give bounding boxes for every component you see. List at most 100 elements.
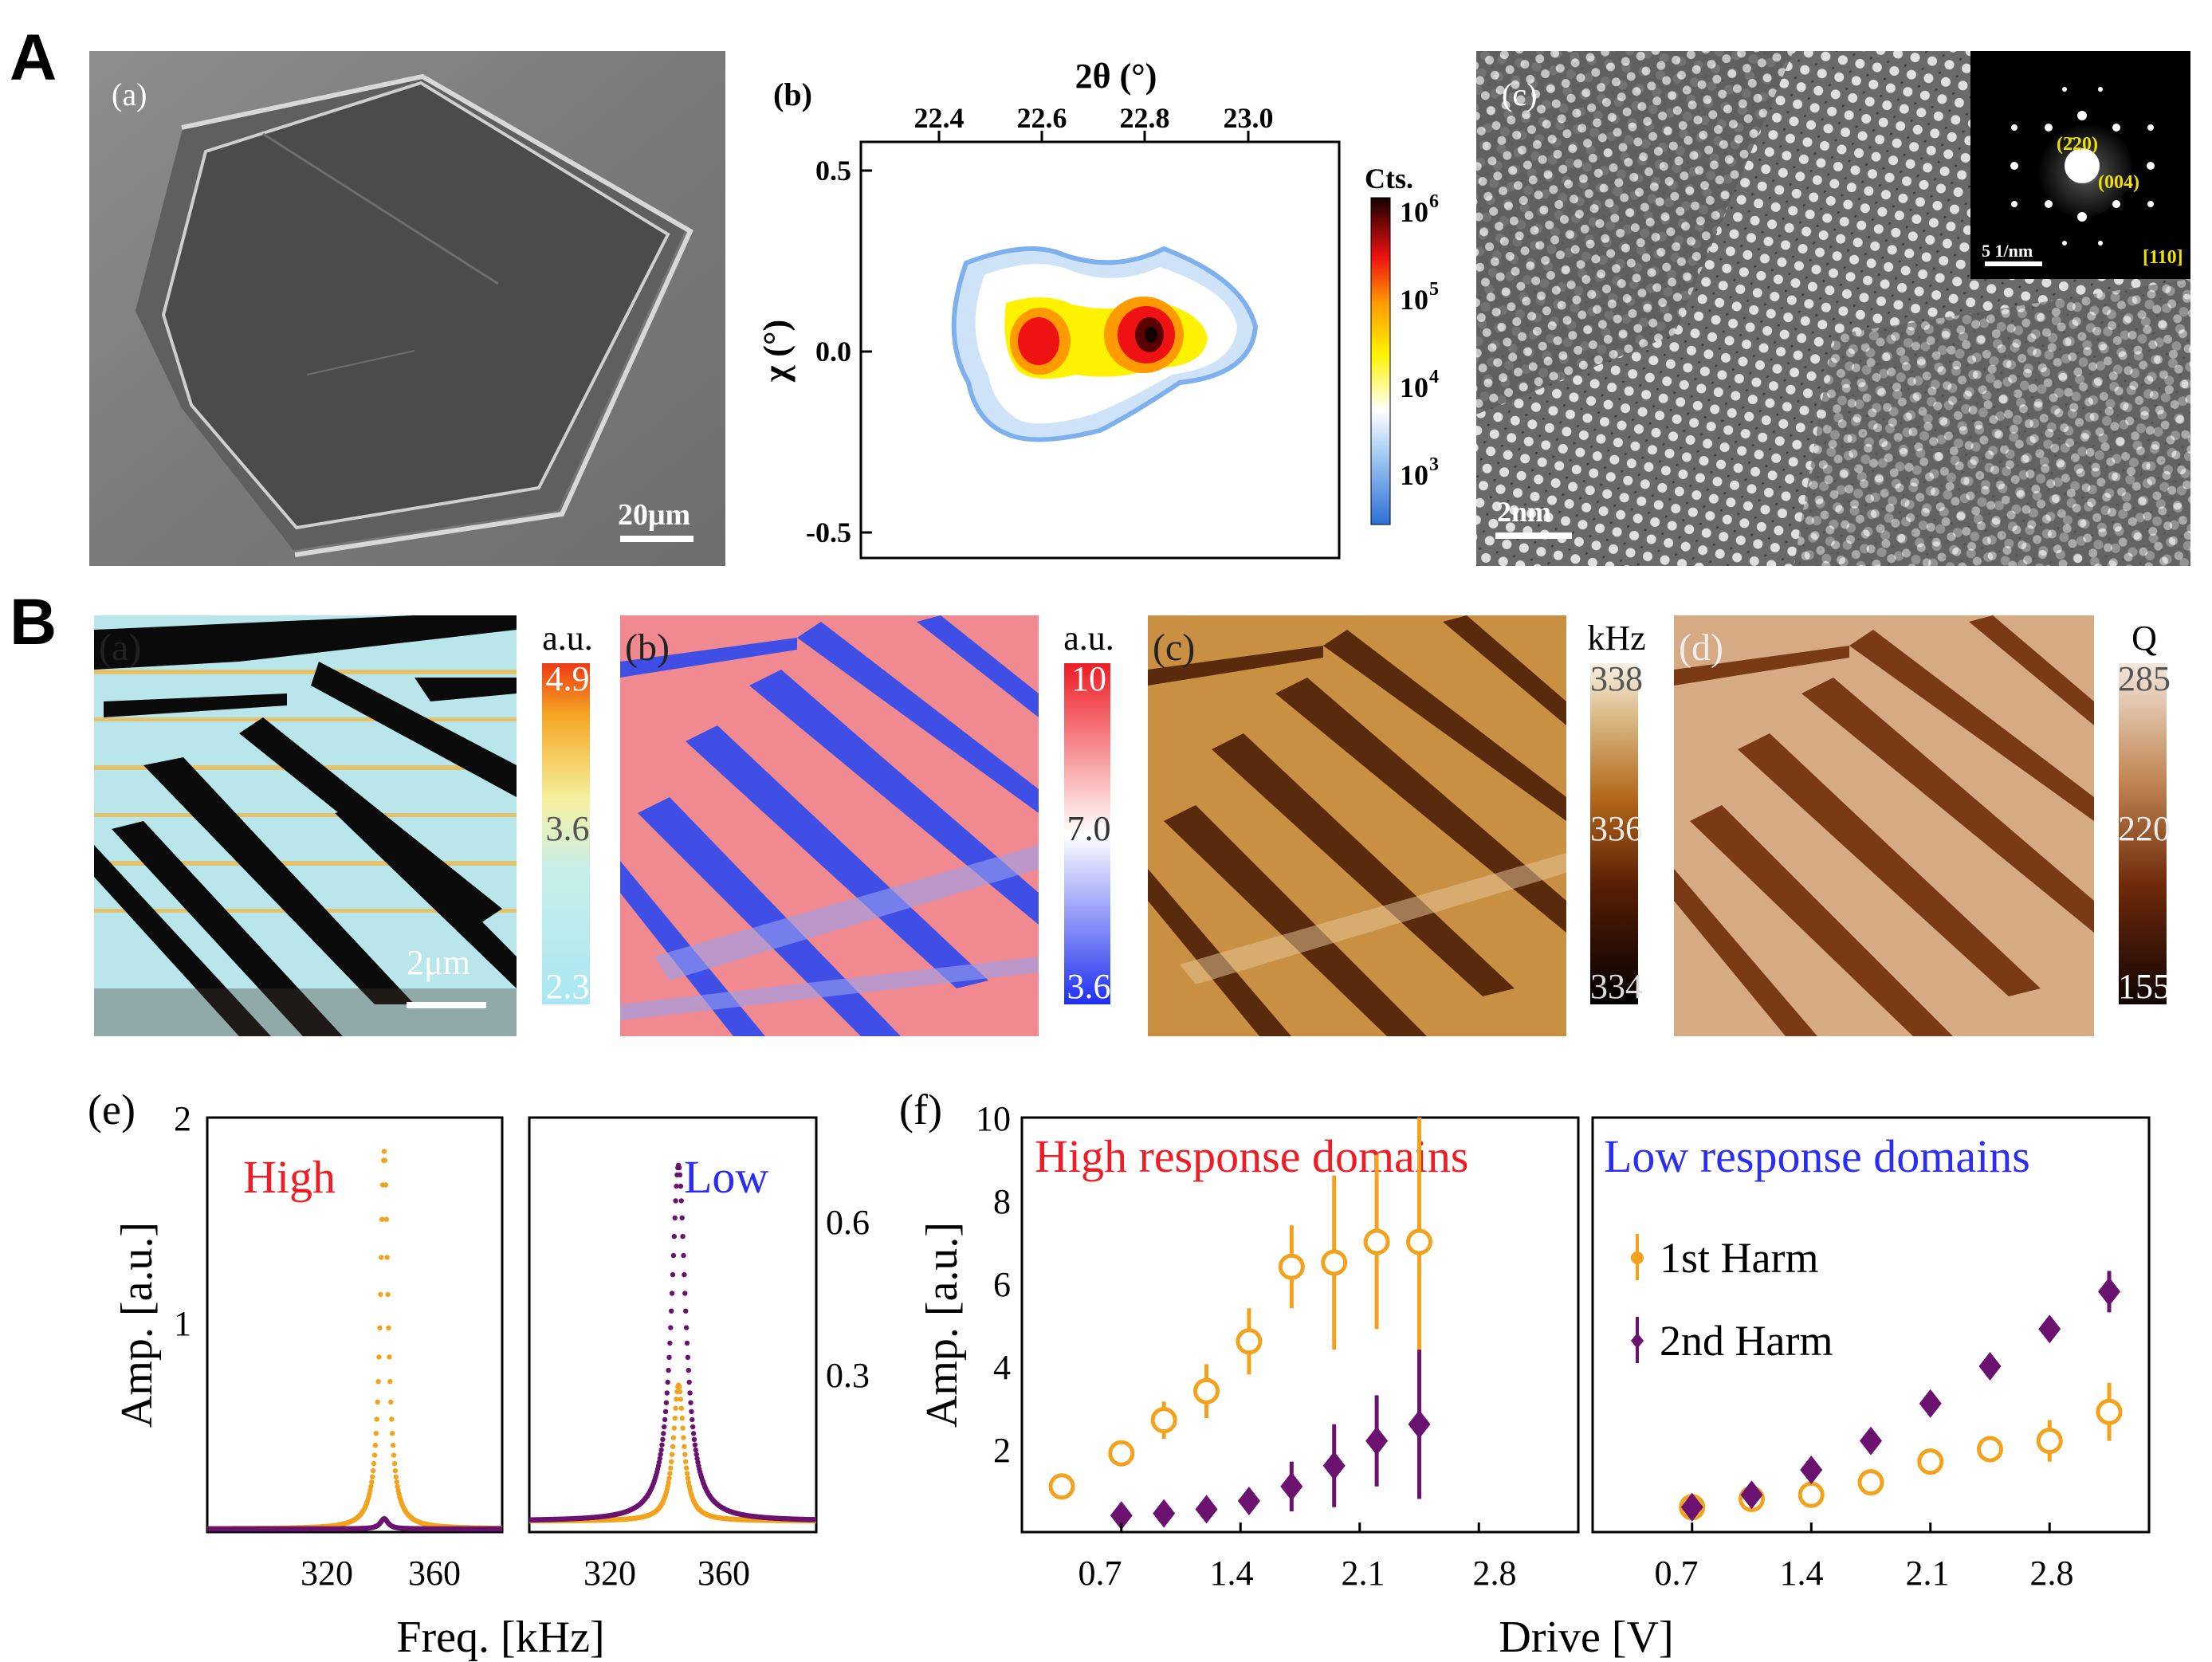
chart-e-point: [664, 1390, 670, 1396]
xrd-ytick: 0.5: [815, 155, 851, 187]
fft-label-220: (2̄20): [2057, 134, 2098, 155]
chart-f-label: (f): [899, 1086, 942, 1134]
chart-e-point: [374, 1416, 379, 1422]
chart-f-point-2nd: [1237, 1487, 1260, 1515]
chart-e-point: [672, 1215, 678, 1221]
chart-f-point-1st: [1278, 1253, 1305, 1280]
chart-e-point: [379, 1255, 384, 1260]
chart-f-ytick: 6: [993, 1265, 1011, 1304]
chart-e-point: [673, 1405, 678, 1411]
chart-e-title-low: Low: [684, 1151, 768, 1203]
chart-e-point: [375, 1399, 380, 1405]
pfm-map-a: [94, 615, 517, 1036]
xrd-map: [859, 131, 1391, 560]
chart-e-point: [669, 1291, 675, 1296]
chart-e-point: [659, 1442, 665, 1448]
chart-e-point: [657, 1456, 662, 1462]
chart-e-point: [684, 1471, 690, 1476]
chart-f-point-1st: [2036, 1428, 2063, 1455]
chart-e-point: [692, 1442, 698, 1448]
chart-e-point: [678, 1397, 684, 1402]
colorbar-b: [1064, 663, 1110, 1004]
chart-e-point: [371, 1460, 377, 1467]
chart-e-point: [670, 1252, 677, 1259]
colorbar-c: [1590, 663, 1638, 1004]
cbar-c-unit: kHz: [1587, 619, 1645, 658]
chart-e-point: [685, 1475, 691, 1481]
chart-e-point: [669, 1459, 674, 1464]
chart-e-point: [666, 1354, 672, 1361]
tem-scalebar: [1495, 532, 1572, 539]
chart-e-point: [674, 1183, 679, 1189]
xrd-xtick: 22.6: [1017, 102, 1067, 134]
chart-e-point: [678, 1198, 684, 1204]
chart-e-point: [367, 1487, 373, 1493]
panel-label-a: A: [10, 22, 57, 94]
chart-e-point: [394, 1479, 399, 1485]
chart-e-point: [370, 1474, 375, 1479]
chart-e-point: [693, 1452, 699, 1457]
chart-e-ylabel: Amp. [a.u.]: [112, 1222, 162, 1428]
chart-f-frame-1: [1020, 1116, 1580, 1534]
chart-e-point: [690, 1431, 697, 1436]
chart-f-point-1st: [1363, 1228, 1390, 1255]
chart-f-series: [1048, 1118, 2123, 1532]
colorbar-a: [542, 663, 590, 1004]
legend-1st-harm-label: 1st Harm: [1660, 1234, 1818, 1282]
chart-f-point-2nd: [1195, 1495, 1218, 1524]
colorbar-labels: a.u. 4.9 3.6 2.3 a.u. 10 7.0 3.6 kHz 338…: [542, 619, 2171, 1006]
chart-f-frame-2: [1591, 1116, 2151, 1534]
chart-e-point: [668, 1325, 674, 1330]
xrd-cbar-tick: 10: [1400, 196, 1428, 228]
chart-e-point: [682, 1444, 687, 1449]
chart-e-point: [386, 1325, 391, 1331]
tem-scale-label: 2nm: [1497, 496, 1551, 528]
chart-e-point: [663, 1400, 670, 1405]
chart-e-point: [683, 1325, 690, 1330]
chart-f-xtick: 2.1: [1906, 1554, 1950, 1593]
cbar-a-tick: 2.3: [546, 967, 590, 1006]
chart-e-point: [660, 1436, 666, 1443]
chart-e-label: (e): [88, 1086, 136, 1134]
xrd-colorbar-title: Cts.: [1365, 163, 1413, 194]
chart-e-point: [680, 1425, 686, 1431]
chart-e-point: [662, 1424, 667, 1430]
chart-f-point-2nd: [1153, 1499, 1176, 1528]
chart-f-title-low: Low response domains: [1604, 1130, 2030, 1182]
cbar-d-unit: Q: [2131, 619, 2157, 658]
chart-e-ticks: 2 1 0.6 0.3 320 360 320 360: [174, 1099, 870, 1593]
chart-f-point-1st: [1150, 1407, 1177, 1434]
chart-f-title-high: High response domains: [1035, 1130, 1469, 1182]
fft-label-004: (004): [2098, 172, 2139, 193]
chart-e-point: [686, 1379, 692, 1385]
xrd-ytick: -0.5: [806, 517, 851, 548]
chart-f-xtick: 0.7: [1078, 1554, 1122, 1593]
cbar-a-tick: 3.6: [546, 809, 590, 848]
chart-f-ytick: 10: [976, 1099, 1011, 1138]
xrd-cbar-exp: 3: [1429, 454, 1439, 475]
cbar-b-tick: 7.0: [1067, 809, 1111, 848]
chart-e-point: [391, 1460, 398, 1467]
chart-e-point: [685, 1354, 691, 1361]
cbar-d-tick: 220: [2118, 809, 2171, 848]
tem-panel-label: (c): [1502, 77, 1537, 112]
chart-f-point-2nd: [1408, 1409, 1431, 1439]
chart-e-xtick: 360: [697, 1554, 750, 1593]
chart-f-point-1st: [1048, 1473, 1075, 1500]
chart-e-point: [376, 1354, 382, 1360]
chart-f-point-1st: [1193, 1377, 1220, 1405]
pfm-d-label: (d): [1679, 627, 1723, 669]
chart-f-point-2nd: [1800, 1456, 1823, 1484]
chart-f-point-1st: [1108, 1440, 1135, 1467]
chart-e-point: [673, 1198, 678, 1204]
chart-f-ylabel: Amp. [a.u.]: [917, 1222, 967, 1428]
xrd-cbar-exp: 4: [1429, 367, 1439, 387]
chart-e-frame-1: [206, 1116, 504, 1534]
chart-e-point: [683, 1308, 689, 1314]
chart-f-xtick: 1.4: [1210, 1554, 1254, 1593]
chart-e-point: [661, 1431, 666, 1436]
chart-e-point: [395, 1483, 400, 1490]
chart-e-frame-2: [528, 1116, 818, 1534]
xrd-xticks: 22.4 22.6 22.8 23.0: [914, 102, 1274, 134]
